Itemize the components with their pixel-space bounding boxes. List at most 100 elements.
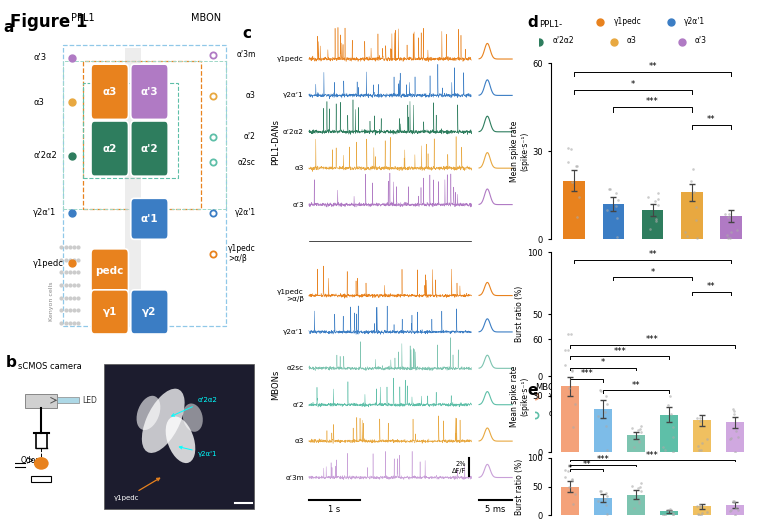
Point: [558, 473, 571, 481]
Text: PPL1: PPL1: [72, 13, 95, 23]
Point: [725, 507, 737, 515]
Text: γ1pedc: γ1pedc: [614, 17, 641, 26]
Text: *: *: [651, 268, 654, 277]
Point: [644, 367, 656, 375]
Text: α'3m: α'3m: [701, 409, 721, 419]
Text: c: c: [243, 26, 252, 42]
Text: α'2: α'2: [141, 144, 159, 154]
Point: [561, 336, 574, 345]
Text: α2sc: α2sc: [238, 157, 256, 167]
Point: [611, 368, 624, 377]
Bar: [660, 511, 678, 515]
Point: [566, 366, 578, 375]
Point: [650, 217, 662, 226]
Point: [650, 215, 662, 224]
Bar: [681, 354, 702, 376]
Point: [612, 196, 624, 205]
Text: ***: ***: [597, 456, 610, 464]
Text: γ1pedc: γ1pedc: [33, 258, 64, 268]
Point: [642, 193, 654, 201]
Point: [690, 203, 702, 211]
Point: [566, 178, 578, 186]
Point: [634, 487, 647, 495]
Point: [730, 427, 742, 435]
Text: ***: ***: [646, 97, 659, 106]
Text: γ2α‘1: γ2α‘1: [283, 329, 303, 335]
Point: [628, 442, 640, 451]
Point: [727, 497, 739, 505]
Text: **: **: [632, 381, 641, 390]
Point: [626, 481, 638, 490]
Bar: [561, 387, 579, 452]
Text: α2: α2: [102, 144, 117, 154]
Text: α'2: α'2: [244, 132, 256, 141]
Point: [591, 497, 604, 505]
Text: ***: ***: [646, 451, 659, 460]
Point: [727, 405, 739, 413]
Point: [667, 433, 679, 441]
Point: [563, 483, 575, 491]
Point: [657, 442, 669, 451]
Bar: [726, 505, 744, 515]
Point: [570, 338, 582, 347]
Bar: [720, 216, 742, 239]
Point: [665, 410, 677, 418]
Point: [657, 511, 669, 519]
Point: [648, 197, 661, 205]
Text: γ1: γ1: [102, 307, 117, 317]
Point: [722, 213, 735, 221]
Y-axis label: Mean spike rate
(spike·s⁻¹): Mean spike rate (spike·s⁻¹): [510, 120, 530, 182]
Point: [634, 428, 647, 437]
Point: [690, 363, 702, 371]
Point: [662, 506, 675, 514]
Bar: [641, 360, 664, 376]
Point: [667, 509, 679, 517]
Point: [722, 364, 735, 372]
Point: [691, 501, 703, 510]
Y-axis label: Mean spike rate
(spike·s⁻¹): Mean spike rate (spike·s⁻¹): [510, 365, 530, 427]
Bar: [693, 506, 711, 515]
Point: [566, 346, 578, 354]
Bar: [627, 436, 645, 452]
Point: [571, 213, 584, 221]
Bar: [641, 210, 664, 239]
Point: [728, 407, 741, 415]
Point: [691, 371, 703, 380]
Text: **: **: [648, 250, 657, 259]
Text: α‘2: α‘2: [292, 402, 303, 408]
Point: [651, 350, 664, 358]
Point: [594, 386, 607, 394]
Text: PPL1-DANs: PPL1-DANs: [271, 119, 280, 166]
Point: [701, 508, 713, 516]
Point: [601, 446, 613, 454]
Point: [609, 202, 621, 210]
Text: **: **: [582, 460, 591, 469]
Point: [648, 351, 661, 359]
Text: α'2: α'2: [549, 409, 561, 419]
Text: ***: ***: [613, 347, 626, 356]
Text: LED: LED: [82, 396, 97, 405]
Text: γ1pedc: γ1pedc: [549, 391, 577, 400]
Point: [612, 365, 624, 373]
FancyBboxPatch shape: [91, 64, 129, 119]
Point: [679, 369, 691, 377]
Point: [633, 497, 645, 505]
FancyBboxPatch shape: [91, 121, 129, 176]
Text: α‘3: α‘3: [292, 201, 303, 208]
Point: [591, 412, 604, 421]
Point: [731, 369, 743, 377]
Point: [721, 231, 733, 239]
Point: [728, 497, 741, 505]
Bar: [693, 420, 711, 452]
Point: [562, 346, 574, 355]
Point: [632, 484, 644, 492]
Point: [725, 370, 737, 378]
Point: [731, 226, 743, 234]
Bar: [104, 364, 254, 509]
FancyBboxPatch shape: [91, 249, 129, 293]
Text: γ2α'1: γ2α'1: [684, 17, 705, 26]
Text: α'2α2: α'2α2: [33, 151, 57, 160]
Text: α2sc: α2sc: [286, 366, 303, 371]
Text: γ1pedc
>α/β: γ1pedc >α/β: [228, 244, 256, 263]
Point: [566, 476, 578, 484]
